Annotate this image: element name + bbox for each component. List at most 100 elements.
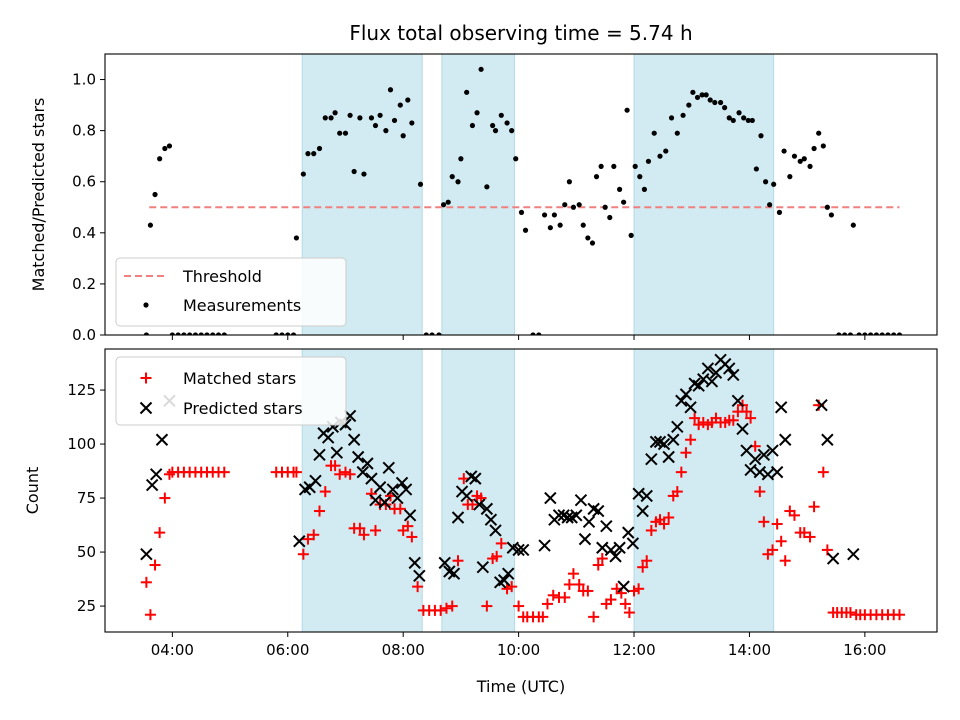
matched-stars-point [893,609,905,621]
predicted-stars-point [293,535,306,548]
measurements-point [722,105,728,111]
predicted-stars-point [356,465,369,479]
predicted-stars-point [403,509,417,522]
legend-predicted-swatch [139,401,153,415]
predicted-stars-point [770,465,784,479]
matched-stars-point [149,559,161,571]
matched-stars-point [675,466,687,478]
predicted-stars-point [645,452,658,466]
predicted-stars-point [609,550,622,563]
matched-stars-point [446,600,458,612]
predicted-stars-point [408,556,421,570]
predicted-stars-point [447,567,461,580]
bottom-panel: 25 50 75 100 125 04:00 06:00 08:00 10:00 12:00 14:… [23,348,938,696]
measurements-point [368,115,375,121]
measurements-point [551,212,557,218]
measurements-point [580,222,586,228]
y-tick-label: 1.0 [72,71,96,89]
measurements-point [753,166,759,172]
predicted-stars-point [671,420,684,433]
measurements-point [868,332,874,335]
predicted-stars-point [701,362,715,375]
measurements-point [440,202,447,208]
measurements-point [842,332,848,335]
matched-stars-point [563,578,575,590]
measurements-point [632,163,638,169]
x-tick-label: 16:00 [843,641,886,659]
predicted-stars-point [140,548,153,561]
y-tick-label: 0.2 [72,275,96,293]
measurements-point [273,332,279,335]
measurements-point [824,204,830,210]
predicted-stars-point [600,519,613,533]
y-tick-label: 75 [77,489,96,507]
measurements-point [668,115,675,121]
measurements-point [856,332,862,335]
measurements-point [690,89,696,95]
measurements-point [391,117,398,124]
predicted-stars-point [473,498,486,511]
measurements-point [293,235,300,241]
measurements-point [570,204,577,210]
measurements-point [372,122,379,129]
chart-title: Flux total observing time = 5.74 h [349,21,692,45]
measurements-point [169,332,175,335]
shaded-region-1 [441,53,516,336]
matched-stars-point [458,473,470,485]
predicted-stars-point [774,401,788,414]
axes-frame [104,53,938,336]
measurements-point [541,212,548,218]
measurements-point [513,156,519,162]
shaded-region-2 [633,53,775,336]
measurements-point [157,156,163,162]
matched-stars-point [308,529,320,541]
measurements-point [674,130,680,136]
measurements-point [311,151,317,157]
predicted-stars-point [578,532,592,546]
measurements-point [328,115,334,121]
predicted-stars-point [761,468,775,481]
matched-stars-point [771,518,783,530]
measurements-point [621,199,627,205]
measurements-point [694,94,701,101]
matched-stars-point [637,561,649,573]
matched-stars-point [495,537,507,549]
matched-stars-point [779,555,791,567]
predicted-stars-point [636,504,649,518]
predicted-stars-point [826,552,840,565]
matched-stars-point [452,555,464,567]
measurements-point [816,130,822,136]
measurements-point [347,112,353,118]
measurements-point [736,110,742,116]
matched-stars-point [559,591,571,603]
predicted-stars-point [469,472,482,485]
measurements-point [862,332,868,335]
matched-stars-point [727,414,739,426]
predicted-stars-point [517,543,530,557]
measurements-point [781,148,787,154]
measurements-point [409,120,415,126]
matched-stars-point [402,520,414,532]
matched-stars-point [344,468,356,480]
matched-stars-point [808,501,820,513]
predicted-stars-point [622,526,635,539]
matched-stars-point [685,434,697,446]
measurements-point [290,332,297,335]
predicted-stars-point [662,450,675,464]
matched-stars-point [844,607,856,619]
x-axis-label: Time (UTC) [476,677,565,696]
measurements-point [717,99,724,106]
predicted-stars-point [480,502,494,516]
matched-stars-point [218,466,230,478]
measurements-point [891,332,897,335]
y-tick-label: 100 [67,435,96,453]
measurements-point [712,99,718,106]
predicted-stars-point [351,450,365,464]
predicted-stars-point [749,452,762,466]
predicted-stars-point [361,457,374,470]
measurements-point [478,66,484,72]
measurements-point [686,102,692,108]
measurements-point [152,191,158,198]
legend-matched-label: Matched stars [183,369,296,388]
matched-stars-point [588,611,600,623]
